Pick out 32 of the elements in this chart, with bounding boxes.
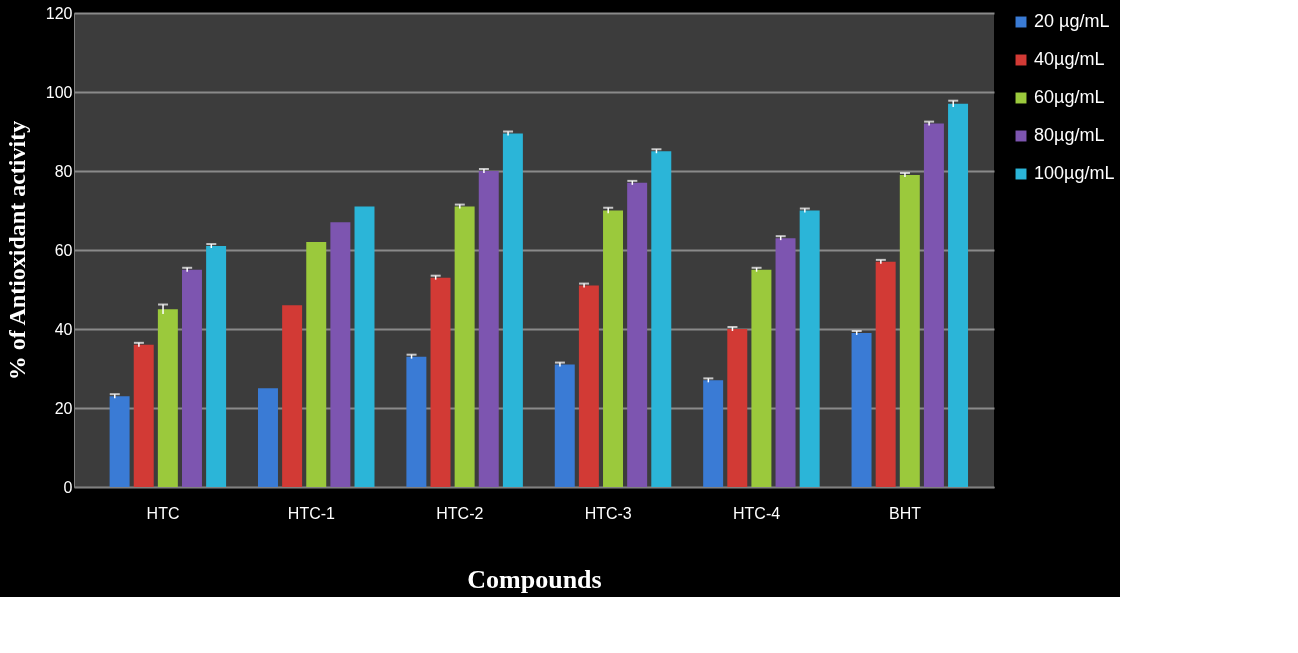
legend-label: 60µg/mL — [1034, 87, 1105, 107]
y-tick-label: 0 — [63, 478, 73, 496]
y-tick-label: 40 — [54, 320, 73, 338]
bar — [282, 305, 303, 487]
legend-label: 80µg/mL — [1034, 125, 1105, 145]
y-tick-label: 20 — [54, 399, 73, 417]
legend-label: 40µg/mL — [1034, 49, 1105, 69]
y-tick-label: 80 — [54, 162, 73, 180]
y-tick-label: 100 — [45, 83, 73, 101]
bar — [109, 396, 130, 487]
y-axis-title: % of Antioxidant activity — [3, 120, 30, 381]
bar — [354, 206, 375, 487]
bar — [306, 242, 327, 487]
x-tick-label: HTC-1 — [287, 504, 336, 522]
y-tick-label: 60 — [54, 241, 73, 259]
legend-label: 100µg/mL — [1034, 163, 1115, 183]
bar — [330, 222, 351, 487]
bar — [651, 151, 672, 487]
x-tick-label: BHT — [888, 504, 922, 522]
bar — [206, 246, 227, 487]
x-tick-label: HTC-4 — [733, 504, 781, 522]
x-tick-label: HTC — [146, 504, 180, 522]
bar — [258, 388, 278, 487]
legend-label: 20 µg/mL — [1034, 11, 1110, 31]
bar — [851, 332, 872, 487]
x-axis-title: Compounds — [467, 564, 602, 594]
bar — [899, 174, 920, 487]
bar — [775, 238, 796, 487]
x-tick-label: HTC-2 — [436, 504, 484, 522]
x-tick-label: HTC-3 — [584, 504, 632, 522]
bar — [157, 309, 178, 487]
y-tick-label: 120 — [45, 4, 73, 22]
